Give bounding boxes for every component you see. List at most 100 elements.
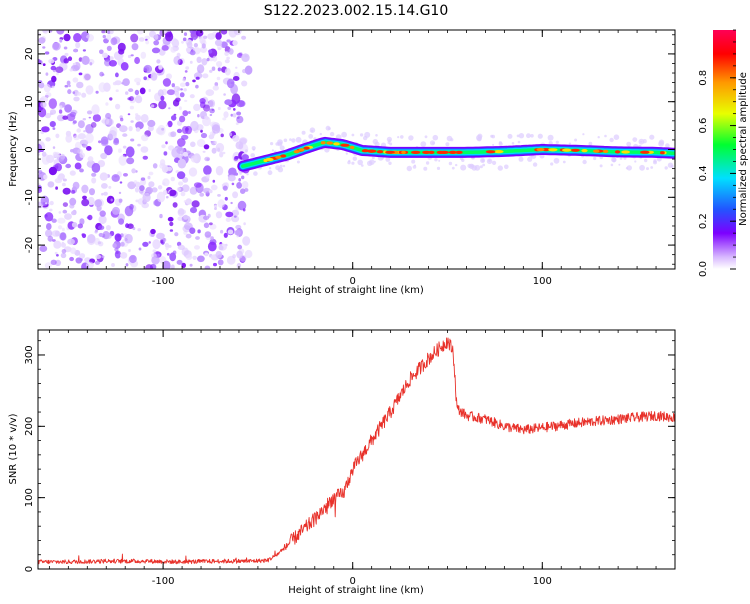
noise-speckle <box>49 208 53 212</box>
track-halo <box>649 134 655 140</box>
noise-speckle <box>169 229 174 232</box>
noise-speckle <box>178 106 182 111</box>
noise-speckle <box>214 82 219 87</box>
noise-speckle <box>102 34 107 39</box>
track-halo <box>474 164 481 171</box>
noise-speckle <box>137 228 141 232</box>
noise-speckle <box>151 255 160 265</box>
noise-speckle <box>130 138 135 142</box>
noise-speckle <box>228 48 234 55</box>
colorbar: 0.0 0.2 0.4 0.6 0.8 Normalized spectral ampl… <box>698 29 749 277</box>
noise-speckle <box>140 114 149 123</box>
noise-speckle <box>196 56 202 63</box>
noise-speckle <box>176 171 186 180</box>
noise-speckle <box>234 156 239 160</box>
noise-speckle <box>108 130 117 140</box>
y-tick-label: 0 <box>24 566 35 572</box>
signal-hotspot <box>333 142 340 146</box>
noise-speckle <box>122 145 127 149</box>
track-halo <box>461 158 465 162</box>
track-halo <box>644 158 648 163</box>
noise-speckle <box>98 232 104 237</box>
noise-speckle <box>182 77 186 82</box>
noise-speckle <box>162 178 170 187</box>
noise-speckle <box>153 200 159 206</box>
noise-speckle <box>177 158 187 169</box>
noise-speckle <box>165 124 169 127</box>
noise-speckle <box>135 199 139 203</box>
y-tick-label: 0 <box>24 146 35 152</box>
track-halo <box>582 159 587 165</box>
noise-speckle <box>242 236 251 246</box>
track-halo <box>526 133 531 139</box>
noise-speckle <box>64 52 69 57</box>
noise-speckle <box>115 251 119 255</box>
noise-speckle <box>81 198 90 207</box>
noise-speckle <box>173 86 181 92</box>
noise-speckle <box>118 48 125 55</box>
y-tick-label: 20 <box>24 48 35 61</box>
track-halo <box>291 138 296 143</box>
noise-speckle <box>235 66 238 69</box>
noise-speckle <box>148 181 155 188</box>
noise-speckle <box>131 43 139 51</box>
track-halo <box>491 134 496 139</box>
track-halo <box>279 164 283 168</box>
noise-speckle <box>81 184 89 194</box>
noise-speckle <box>121 82 125 85</box>
noise-speckle <box>162 189 168 196</box>
noise-speckle <box>45 229 53 238</box>
noise-speckle <box>144 35 151 40</box>
track-halo <box>517 140 521 144</box>
noise-speckle <box>224 196 228 201</box>
noise-speckle <box>142 192 151 203</box>
noise-speckle <box>138 247 142 251</box>
noise-speckle <box>169 189 177 196</box>
noise-speckle <box>211 66 216 71</box>
noise-speckle <box>152 163 158 169</box>
noise-speckle <box>98 140 102 144</box>
track-halo <box>408 135 414 141</box>
noise-speckle <box>128 88 134 93</box>
track-halo <box>504 164 509 170</box>
track-halo <box>388 161 392 165</box>
noise-speckle <box>97 241 102 245</box>
noise-speckle <box>223 111 229 118</box>
noise-speckle <box>86 110 93 115</box>
noise-speckle <box>222 185 228 191</box>
noise-speckle <box>236 53 243 58</box>
noise-speckle <box>193 182 202 188</box>
track-halo <box>626 165 632 171</box>
track-halo <box>612 160 616 163</box>
noise-speckle <box>170 46 177 53</box>
track-halo <box>553 157 560 164</box>
noise-speckle <box>225 217 231 222</box>
noise-speckle <box>127 54 132 59</box>
track-halo <box>436 166 441 170</box>
noise-speckle <box>89 62 93 66</box>
signal-hotspot <box>320 141 326 145</box>
noise-speckle <box>164 242 170 248</box>
noise-speckle <box>241 175 245 180</box>
noise-speckle <box>241 181 249 189</box>
noise-speckle <box>99 49 104 55</box>
noise-speckle <box>176 128 183 134</box>
noise-speckle <box>75 257 83 264</box>
noise-speckle <box>166 73 172 80</box>
noise-speckle <box>241 53 250 62</box>
noise-speckle <box>218 245 224 251</box>
noise-speckle <box>43 174 48 180</box>
signal-hotspot <box>265 157 274 162</box>
noise-speckle <box>119 125 128 133</box>
noise-speckle <box>190 155 198 163</box>
track-halo <box>667 162 674 168</box>
noise-speckle <box>159 213 163 219</box>
noise-speckle <box>185 254 193 260</box>
noise-speckle <box>168 107 171 110</box>
noise-speckle <box>51 75 57 83</box>
track-halo <box>448 161 453 166</box>
noise-speckle <box>77 133 86 140</box>
track-halo <box>277 141 283 147</box>
noise-speckle <box>82 72 92 82</box>
track-halo <box>609 137 614 143</box>
